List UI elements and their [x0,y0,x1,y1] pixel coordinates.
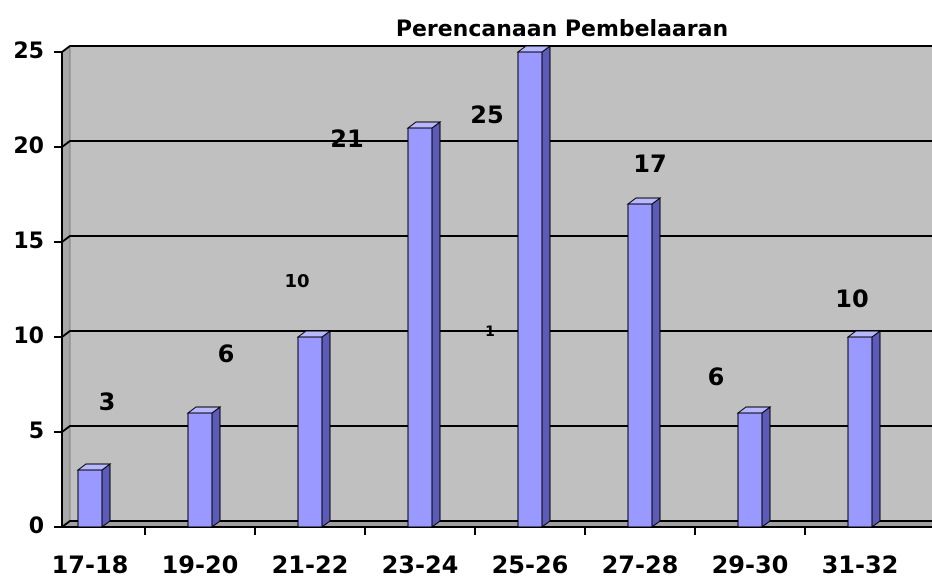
x-tick-label: 21-22 [272,551,349,579]
side-wall [61,45,71,528]
y-tick-label: 15 [13,229,44,254]
data-label: 25 [470,101,503,129]
y-tick-label: 0 [29,514,44,539]
x-tick-label: 31-32 [822,551,899,579]
bar [187,412,213,528]
data-label: 21 [330,125,363,153]
bar-side [541,45,551,528]
bar [297,336,323,528]
data-label: 6 [218,340,235,368]
bar [517,51,543,528]
y-tick-label: 20 [13,134,44,159]
bar [847,336,873,528]
data-label: 17 [633,150,666,178]
data-label: 6 [708,363,725,391]
y-tick-label: 5 [29,419,44,444]
x-tick-label: 17-18 [52,551,129,579]
bar-side [871,330,881,528]
x-tick-label: 19-20 [162,551,239,579]
data-label: 10 [835,285,868,313]
grid-line [61,45,932,53]
floor [62,521,932,527]
y-tick-label: 25 [13,39,44,64]
x-tick-label: 23-24 [382,551,459,579]
data-label: 3 [99,388,116,416]
bar-side [651,197,661,528]
x-tick-label: 27-28 [602,551,679,579]
annotation: 1 [485,324,495,340]
grid-line [61,140,932,148]
x-tick-label: 25-26 [492,551,569,579]
y-tick-label: 10 [13,324,44,349]
bar [407,127,433,528]
bar-side [211,406,221,528]
bar-side [321,330,331,528]
x-tick-label: 29-30 [712,551,789,579]
bar-side [431,121,441,528]
bar-side [101,463,111,528]
chart-title: Perencanaan Pembelaaran [396,17,728,42]
back-wall [70,46,932,521]
bar [627,203,653,528]
bar-side [761,406,771,528]
bar [77,469,103,528]
bar [737,412,763,528]
data-label: 10 [284,271,309,292]
